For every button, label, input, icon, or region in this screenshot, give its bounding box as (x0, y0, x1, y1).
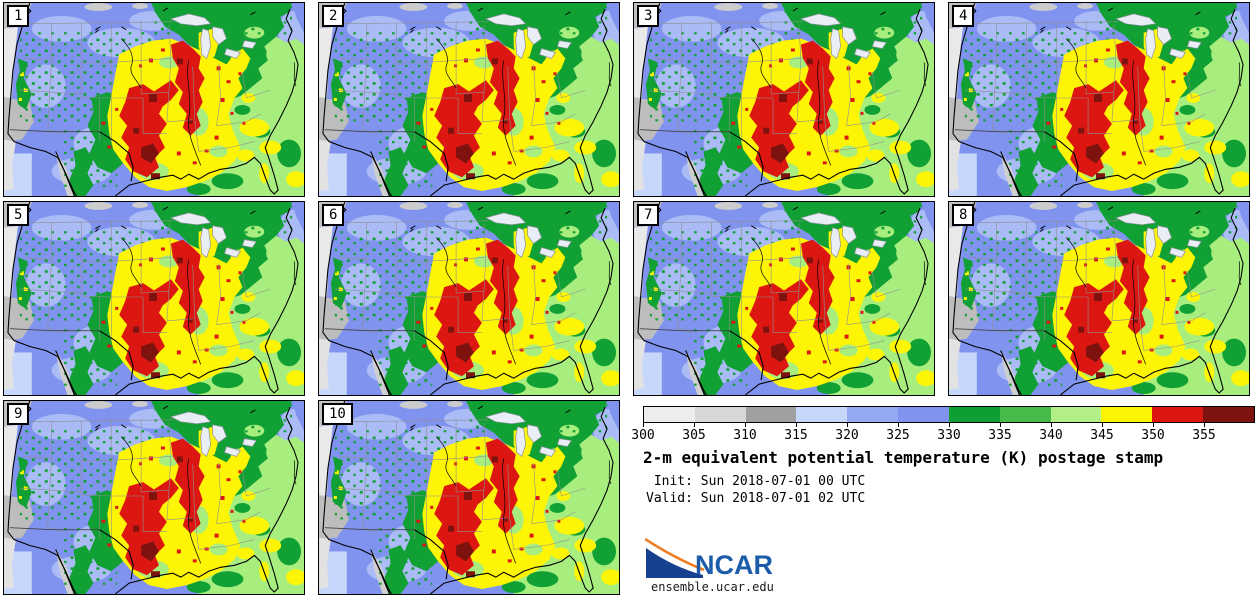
panel-number-label: 3 (637, 5, 660, 27)
colorbar-tick-label: 325 (886, 428, 910, 443)
map-panel-2: 2 (315, 0, 630, 199)
colorbar-tick-label: 355 (1192, 428, 1216, 443)
theta-e-map (633, 2, 935, 197)
logo-block: NCAR ensemble.ucar.edu (645, 536, 783, 594)
panel-number-label: 6 (322, 204, 345, 226)
panel-number-label: 8 (952, 204, 975, 226)
colorbar-segment (1203, 407, 1254, 422)
colorbar-segment (644, 407, 695, 422)
colorbar-tickmark (745, 423, 746, 427)
colorbar-tickmark (694, 423, 695, 427)
conus-map-image (319, 401, 619, 594)
panel-number-label: 7 (637, 204, 660, 226)
conus-map-image (634, 3, 934, 196)
colorbar-segment (1101, 407, 1153, 422)
map-panel-7: 7 (630, 199, 945, 398)
theta-e-map (948, 2, 1250, 197)
colorbar-tick-label: 315 (784, 428, 808, 443)
colorbar-tick-label: 340 (1039, 428, 1063, 443)
colorbar-tickmark (949, 423, 950, 427)
colorbar-wrap: 300 305 310 315 320 325 330 335 340 345 350 355 (631, 406, 1255, 445)
colorbar-segment (847, 407, 899, 422)
map-panel-8: 8 (945, 199, 1260, 398)
conus-map-image (949, 202, 1249, 395)
colorbar-tick-label: 345 (1090, 428, 1114, 443)
ncar-logo-orange-arc (645, 537, 705, 572)
valid-time-line: Valid: Sun 2018-07-01 02 UTC (646, 491, 866, 506)
colorbar-tickmark (1102, 423, 1103, 427)
map-panel-4: 4 (945, 0, 1260, 199)
colorbar-tick-label: 305 (682, 428, 706, 443)
theta-e-map (3, 400, 305, 595)
colorbar-segment (999, 407, 1051, 422)
colorbar-tickmark (847, 423, 848, 427)
ncar-logo-swoosh (646, 548, 703, 578)
colorbar-segment (796, 407, 848, 422)
theta-e-map (948, 201, 1250, 396)
init-time-line: Init: Sun 2018-07-01 00 UTC (646, 474, 866, 489)
colorbar-segment (1152, 407, 1204, 422)
colorbar-segment (694, 407, 746, 422)
map-panel-9: 9 (0, 398, 315, 597)
theta-e-map (3, 201, 305, 396)
legend-and-caption-block: 300 305 310 315 320 325 330 335 340 345 350 355 2-m… (630, 398, 1260, 597)
colorbar-tickmark (1204, 423, 1205, 427)
site-url: ensemble.ucar.edu (651, 580, 774, 594)
colorbar-tickmark (1000, 423, 1001, 427)
conus-map-image (634, 202, 934, 395)
colorbar-segment (948, 407, 1000, 422)
colorbar-tick-label: 320 (835, 428, 859, 443)
colorbar-tickmark (1153, 423, 1154, 427)
colorbar (643, 406, 1255, 423)
colorbar-segment (898, 407, 949, 422)
colorbar-tickmark (898, 423, 899, 427)
colorbar-tickmark (643, 423, 644, 427)
colorbar-tick-label: 300 (631, 428, 655, 443)
colorbar-tickmark (796, 423, 797, 427)
colorbar-segment (1050, 407, 1102, 422)
conus-map-image (949, 3, 1249, 196)
map-panel-10: 10 (315, 398, 630, 597)
figure-title: 2-m equivalent potential temperature (K)… (643, 448, 1164, 467)
conus-map-image (4, 202, 304, 395)
ncar-logo-text: NCAR (695, 550, 773, 578)
theta-e-map (318, 2, 620, 197)
ncar-logo: NCAR (645, 537, 773, 578)
conus-map-image (4, 3, 304, 196)
theta-e-map (3, 2, 305, 197)
theta-e-map (633, 201, 935, 396)
colorbar-tick-label: 310 (733, 428, 757, 443)
theta-e-map (318, 201, 620, 396)
map-panel-6: 6 (315, 199, 630, 398)
colorbar-tickmark (1051, 423, 1052, 427)
colorbar-tick-label: 330 (937, 428, 961, 443)
colorbar-ticks: 300 305 310 315 320 325 330 335 340 345 350 355 (631, 423, 1255, 445)
panel-number-label: 9 (7, 403, 30, 425)
colorbar-segment (745, 407, 797, 422)
panel-number-label: 4 (952, 5, 975, 27)
map-panel-5: 5 (0, 199, 315, 398)
panel-number-label: 5 (7, 204, 30, 226)
panel-number-label: 2 (322, 5, 345, 27)
map-panel-3: 3 (630, 0, 945, 199)
conus-map-image (319, 202, 619, 395)
conus-map-image (319, 3, 619, 196)
ncar-logo-white-arc (645, 542, 704, 575)
panel-number-label: 1 (7, 5, 30, 27)
colorbar-tick-label: 335 (988, 428, 1012, 443)
conus-map-image (4, 401, 304, 594)
theta-e-map (318, 400, 620, 595)
panel-number-label: 10 (322, 403, 353, 425)
colorbar-tick-label: 350 (1141, 428, 1165, 443)
map-panel-1: 1 (0, 0, 315, 199)
